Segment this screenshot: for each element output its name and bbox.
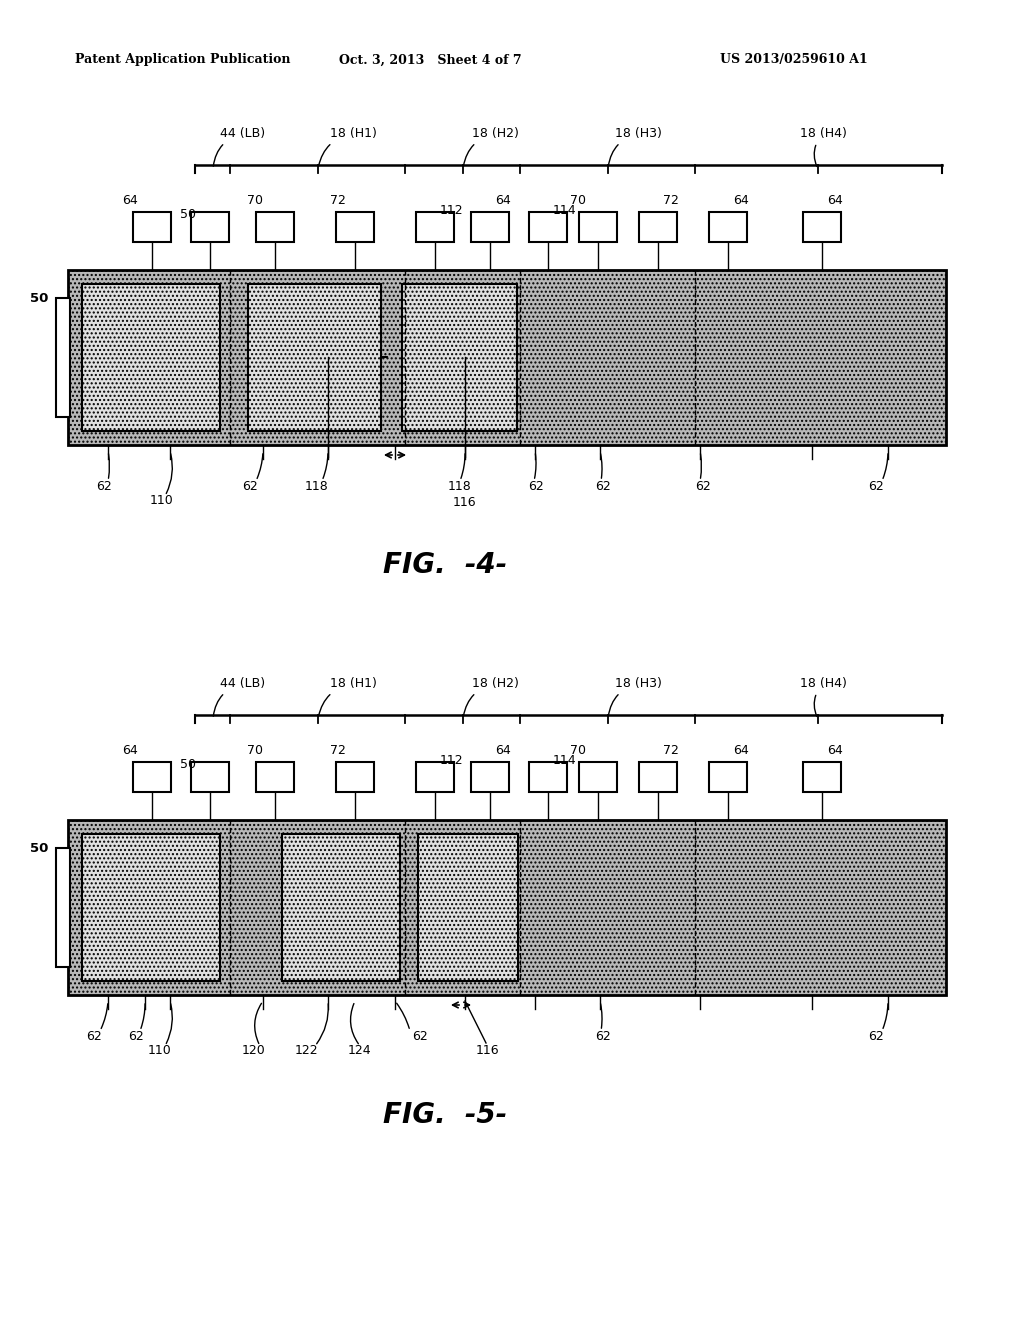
Text: 72: 72 <box>663 743 679 756</box>
Text: 64: 64 <box>827 194 843 206</box>
Bar <box>336 762 374 792</box>
Bar <box>336 213 374 242</box>
Bar <box>256 213 294 242</box>
Text: 62: 62 <box>528 480 544 494</box>
Text: 116: 116 <box>476 1044 500 1057</box>
Text: 116: 116 <box>453 496 476 510</box>
Text: 18 (H4): 18 (H4) <box>800 677 847 717</box>
Bar <box>579 762 617 792</box>
Text: 62: 62 <box>695 480 711 494</box>
Text: 70: 70 <box>247 743 263 756</box>
Text: 118: 118 <box>449 480 472 494</box>
Bar <box>639 762 677 792</box>
Text: 64: 64 <box>122 743 138 756</box>
Text: 114: 114 <box>553 203 577 216</box>
Bar <box>133 762 171 792</box>
Bar <box>579 213 617 242</box>
Text: 114: 114 <box>553 754 577 767</box>
Text: 70: 70 <box>570 743 586 756</box>
Text: 44 (LB): 44 (LB) <box>213 677 265 717</box>
Text: 70: 70 <box>570 194 586 206</box>
Bar <box>282 834 400 981</box>
Text: 124: 124 <box>348 1044 372 1057</box>
Text: 64: 64 <box>733 194 749 206</box>
Bar <box>471 762 509 792</box>
Text: Oct. 3, 2013   Sheet 4 of 7: Oct. 3, 2013 Sheet 4 of 7 <box>339 54 521 66</box>
Bar <box>529 762 567 792</box>
Bar <box>418 834 518 981</box>
Text: 120: 120 <box>242 1044 266 1057</box>
Text: 50: 50 <box>180 207 196 220</box>
Text: 62: 62 <box>868 1031 884 1044</box>
Bar <box>709 762 746 792</box>
Text: 64: 64 <box>733 743 749 756</box>
Text: 18 (H4): 18 (H4) <box>800 127 847 166</box>
Text: Patent Application Publication: Patent Application Publication <box>75 54 291 66</box>
Text: 62: 62 <box>86 1031 101 1044</box>
Text: 18 (H3): 18 (H3) <box>608 127 662 166</box>
Bar <box>68 820 946 995</box>
Text: 62: 62 <box>412 1031 428 1044</box>
Text: 18 (H2): 18 (H2) <box>464 127 519 166</box>
Text: 112: 112 <box>440 203 464 216</box>
Bar <box>68 271 946 445</box>
Bar <box>529 213 567 242</box>
Bar <box>82 834 220 981</box>
Text: 70: 70 <box>247 194 263 206</box>
Text: 118: 118 <box>305 480 329 494</box>
Text: 62: 62 <box>242 480 258 494</box>
Text: 62: 62 <box>128 1031 143 1044</box>
Text: 18 (H1): 18 (H1) <box>318 677 377 717</box>
Text: 110: 110 <box>150 495 174 507</box>
Bar <box>402 284 517 432</box>
Text: 64: 64 <box>495 743 511 756</box>
Text: 62: 62 <box>595 480 610 494</box>
Bar <box>803 762 841 792</box>
Text: 18 (H3): 18 (H3) <box>608 677 662 717</box>
Bar <box>709 213 746 242</box>
Bar <box>82 284 220 432</box>
Bar <box>56 298 70 417</box>
Bar <box>803 213 841 242</box>
Text: 50: 50 <box>30 292 48 305</box>
Text: 64: 64 <box>122 194 138 206</box>
Text: 18 (H1): 18 (H1) <box>318 127 377 166</box>
Bar <box>416 213 454 242</box>
Text: FIG.  -4-: FIG. -4- <box>383 550 507 579</box>
Text: 64: 64 <box>495 194 511 206</box>
Bar <box>256 762 294 792</box>
Bar <box>248 284 381 432</box>
Text: 62: 62 <box>595 1031 610 1044</box>
Bar <box>471 213 509 242</box>
Text: 62: 62 <box>868 480 884 494</box>
Text: 64: 64 <box>827 743 843 756</box>
Bar <box>133 213 171 242</box>
Text: 72: 72 <box>330 194 346 206</box>
Text: 50: 50 <box>180 758 196 771</box>
Text: FIG.  -5-: FIG. -5- <box>383 1101 507 1129</box>
Text: 18 (H2): 18 (H2) <box>464 677 519 717</box>
Bar <box>639 213 677 242</box>
Bar <box>191 213 229 242</box>
Text: 122: 122 <box>295 1044 318 1057</box>
Text: 110: 110 <box>148 1044 172 1057</box>
Text: 50: 50 <box>30 842 48 854</box>
Bar <box>191 762 229 792</box>
Text: 62: 62 <box>96 480 112 494</box>
Text: 112: 112 <box>440 754 464 767</box>
Bar <box>416 762 454 792</box>
Text: US 2013/0259610 A1: US 2013/0259610 A1 <box>720 54 867 66</box>
Text: 72: 72 <box>663 194 679 206</box>
Text: 44 (LB): 44 (LB) <box>213 127 265 166</box>
Bar <box>56 847 70 968</box>
Text: 72: 72 <box>330 743 346 756</box>
